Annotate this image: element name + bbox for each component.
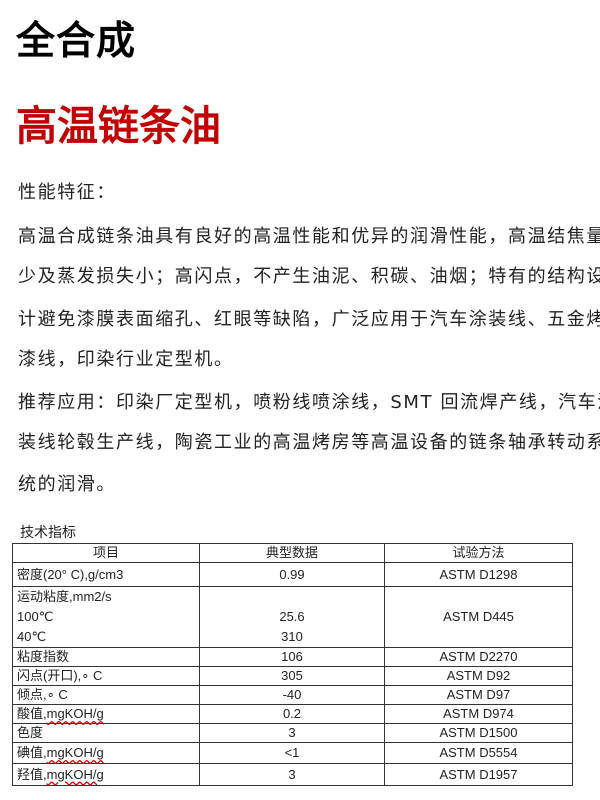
features-line: 少及蒸发损失小；高闪点，不产生油泥、积碳、油烟；特有的结构设 bbox=[18, 266, 600, 287]
row-value: 305 bbox=[199, 666, 385, 686]
row-item-unit: mgKOH/g bbox=[46, 745, 104, 760]
table-row: 色度 3 ASTM D1500 bbox=[12, 723, 573, 743]
row-method: ASTM D5554 bbox=[384, 742, 573, 764]
table-row-viscosity: 运动粘度,mm2/s 100℃ 40℃ 25.6 310 ASTM D445 bbox=[12, 586, 573, 648]
row-value: 0.99 bbox=[199, 562, 385, 587]
table-row: 酸值,mgKOH/g 0.2 ASTM D974 bbox=[12, 704, 573, 724]
row-value: 3 bbox=[199, 723, 385, 743]
table-header-row: 项目 典型数据 试验方法 bbox=[12, 543, 573, 563]
row-value: 3 bbox=[199, 763, 385, 786]
table-row: 倾点,∘ C -40 ASTM D97 bbox=[12, 685, 573, 705]
row-item: 倾点,∘ C bbox=[12, 685, 200, 705]
table-row: 密度(20° C),g/cm3 0.99 ASTM D1298 bbox=[12, 562, 573, 587]
row-item: 羟值, bbox=[17, 766, 47, 782]
row-item: 碘值, bbox=[17, 745, 47, 760]
specs-caption: 技术指标 bbox=[20, 525, 76, 541]
header-method: 试验方法 bbox=[384, 543, 573, 563]
table-row: 羟值,mgKOH/g 3 ASTM D1957 bbox=[12, 763, 573, 786]
row-item: 运动粘度,mm2/s bbox=[17, 589, 112, 604]
features-heading: 性能特征： bbox=[18, 182, 116, 203]
row-method: ASTM D92 bbox=[384, 666, 573, 686]
row-item: 酸值, bbox=[17, 706, 47, 721]
row-item-unit: mgKOH/g bbox=[46, 766, 104, 782]
row-method: ASTM D1298 bbox=[384, 562, 573, 587]
row-value: <1 bbox=[199, 742, 385, 764]
application-line: 装线轮毂生产线，陶瓷工业的高温烤房等高温设备的链条轴承转动系 bbox=[18, 432, 600, 453]
title: 全合成 bbox=[16, 19, 137, 64]
features-line: 计避免漆膜表面缩孔、红眼等缺陷，广泛应用于汽车涂装线、五金烤 bbox=[18, 309, 600, 330]
features-line: 漆线，印染行业定型机。 bbox=[18, 349, 234, 370]
header-item: 项目 bbox=[12, 543, 200, 563]
features-line: 高温合成链条油具有良好的高温性能和优异的润滑性能，高温结焦量 bbox=[18, 226, 600, 247]
row-item: 粘度指数 bbox=[12, 647, 200, 667]
row-subitem: 40℃ bbox=[17, 629, 47, 644]
row-item: 闪点(开口),∘ C bbox=[12, 666, 200, 686]
row-method: ASTM D445 bbox=[384, 586, 573, 648]
row-method: ASTM D974 bbox=[384, 704, 573, 724]
application-line: 推荐应用：印染厂定型机，喷粉线喷涂线，SMT 回流焊产线，汽车涂 bbox=[18, 392, 600, 413]
row-value: -40 bbox=[199, 685, 385, 705]
row-value: 0.2 bbox=[199, 704, 385, 724]
table-row: 粘度指数 106 ASTM D2270 bbox=[12, 647, 573, 667]
row-item: 色度 bbox=[12, 723, 200, 743]
product-name: 高温链条油 bbox=[16, 102, 221, 150]
specs-table: 项目 典型数据 试验方法 密度(20° C),g/cm3 0.99 ASTM D… bbox=[12, 543, 573, 786]
row-item: 密度(20° C),g/cm3 bbox=[12, 562, 200, 587]
table-row: 碘值,mgKOH/g <1 ASTM D5554 bbox=[12, 742, 573, 764]
row-value: 25.6 bbox=[279, 609, 305, 624]
table-row: 闪点(开口),∘ C 305 ASTM D92 bbox=[12, 666, 573, 686]
row-method: ASTM D97 bbox=[384, 685, 573, 705]
application-line: 统的润滑。 bbox=[18, 474, 116, 495]
row-value: 310 bbox=[281, 629, 303, 644]
row-subitem: 100℃ bbox=[17, 609, 54, 624]
header-value: 典型数据 bbox=[199, 543, 385, 563]
row-method: ASTM D1957 bbox=[384, 763, 573, 786]
row-value: 106 bbox=[199, 647, 385, 667]
row-method: ASTM D1500 bbox=[384, 723, 573, 743]
row-method: ASTM D2270 bbox=[384, 647, 573, 667]
row-item-unit: mgKOH/g bbox=[46, 706, 104, 721]
